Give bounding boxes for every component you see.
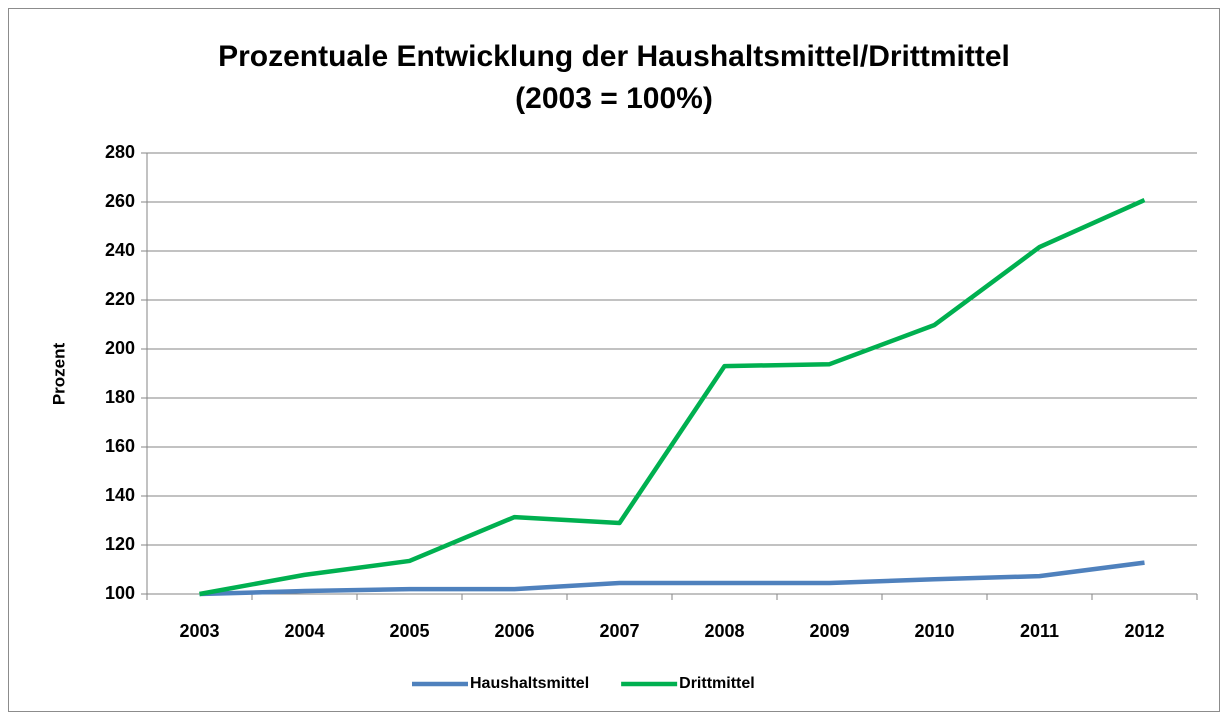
x-tick-label: 2009 [809,621,849,641]
y-tick-label: 160 [105,436,135,456]
x-tick-label: 2007 [599,621,639,641]
x-tick-label: 2011 [1020,621,1059,641]
y-tick-label: 220 [105,289,135,309]
x-tick-label: 2004 [284,621,324,641]
x-tick-label: 2008 [704,621,744,641]
y-tick-label: 200 [105,338,135,358]
x-tick-label: 2005 [389,621,429,641]
legend-label: Haushaltsmittel [470,675,589,692]
y-tick-label: 180 [105,387,135,407]
chart-title: Prozentuale Entwicklung der Haushaltsmit… [218,40,1010,73]
y-tick-label: 280 [105,142,135,162]
series-line [199,560,1145,597]
x-tick-label: 2003 [179,621,219,641]
y-tick-label: 260 [105,191,135,211]
y-tick-label: 140 [105,485,135,505]
x-tick-label: 2006 [494,621,534,641]
y-tick-label: 100 [105,583,135,603]
x-tick-label: 2012 [1124,621,1164,641]
x-tick-label: 2010 [914,621,954,641]
y-tick-label: 120 [105,534,135,554]
y-tick-label: 240 [105,240,135,260]
legend-label: Drittmittel [679,675,755,692]
chart-subtitle: (2003 = 100%) [515,82,713,115]
y-axis-label: Prozent [49,342,68,405]
series-line [199,197,1146,597]
